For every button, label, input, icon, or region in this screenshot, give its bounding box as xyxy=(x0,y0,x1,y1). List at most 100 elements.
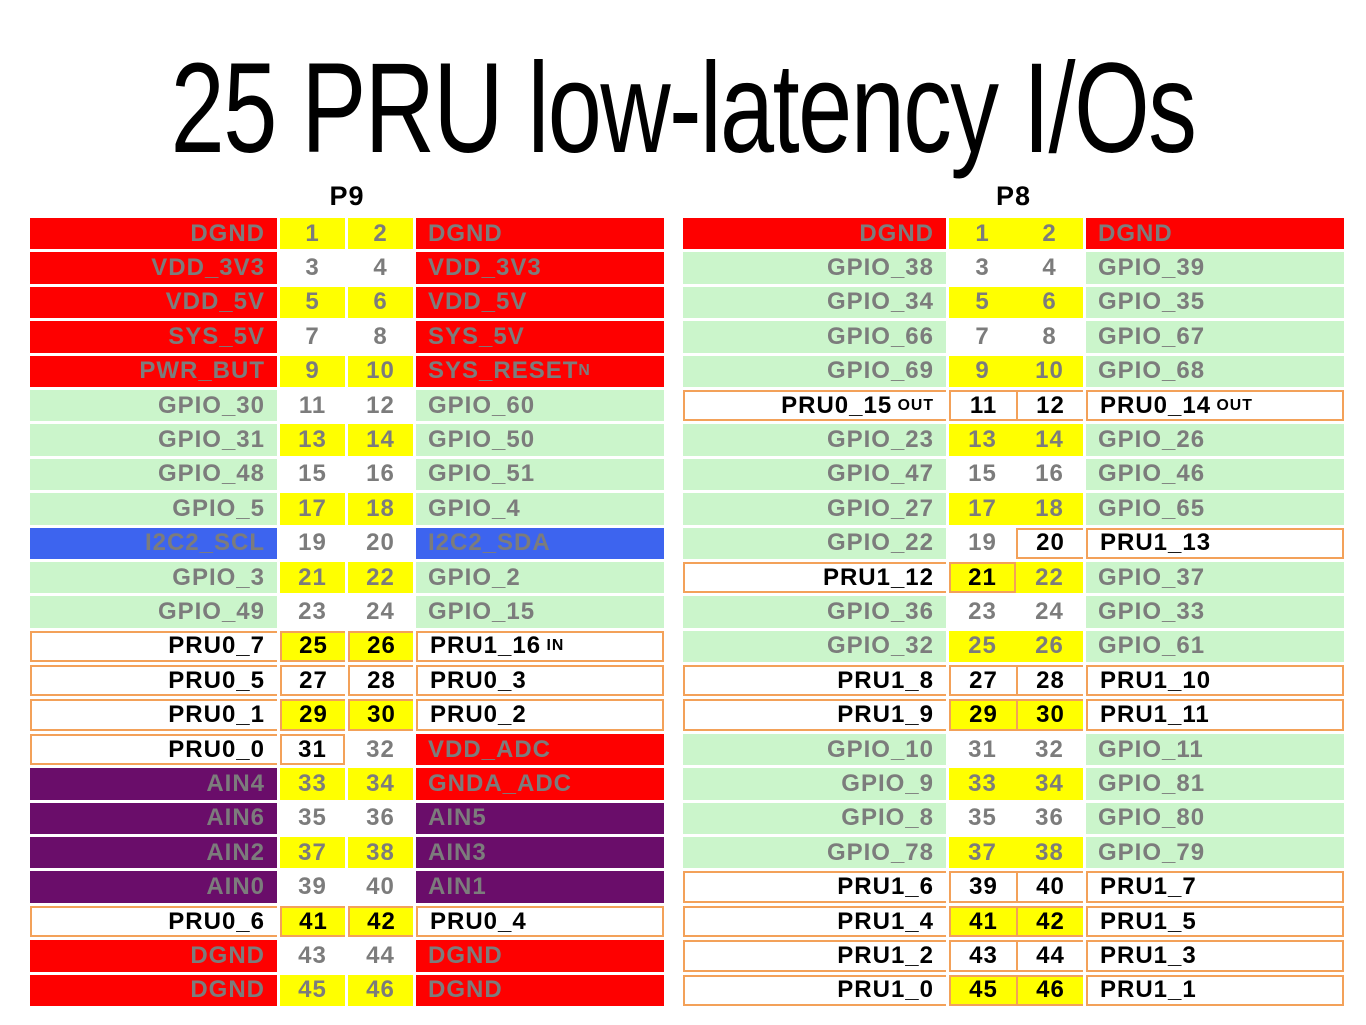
signal-label: PRU0_15 OUT xyxy=(683,389,946,422)
signal-label: PRU0_5 xyxy=(30,665,277,697)
signal-label: PRU1_5 xyxy=(1086,905,1344,938)
signal-label: GPIO_23 xyxy=(683,424,946,456)
signal-label: GPIO_51 xyxy=(416,458,664,491)
signal-label: PRU1_12 xyxy=(683,561,946,594)
pin-number: 26 xyxy=(1016,630,1083,663)
signal-label: I2C2_SCL xyxy=(30,527,277,559)
signal-label: SYS_5V xyxy=(416,321,664,353)
signal-label: AIN0 xyxy=(30,871,277,903)
signal-label: AIN6 xyxy=(30,802,277,835)
pin-number: 31 xyxy=(949,733,1016,766)
pin-number: 21 xyxy=(280,561,345,594)
signal-label: GPIO_80 xyxy=(1086,802,1344,835)
pin-number: 11 xyxy=(949,389,1016,422)
signal-label: GPIO_39 xyxy=(1086,252,1344,284)
signal-label: GPIO_32 xyxy=(683,630,946,663)
pin-number: 43 xyxy=(280,940,345,972)
signal-label: PRU1_10 xyxy=(1086,665,1344,697)
pin-number: 23 xyxy=(949,596,1016,628)
pin-number: 25 xyxy=(280,630,345,663)
signal-label: DGND xyxy=(30,974,277,1006)
signal-label: GPIO_11 xyxy=(1086,733,1344,766)
pin-number: 43 xyxy=(949,940,1016,972)
signal-label: PRU0_0 xyxy=(30,733,277,766)
signal-label: PRU0_6 xyxy=(30,905,277,938)
signal-label: GPIO_48 xyxy=(30,458,277,491)
signal-label: GPIO_49 xyxy=(30,596,277,628)
signal-label: PRU1_13 xyxy=(1086,527,1344,559)
pin-number: 19 xyxy=(280,527,345,559)
signal-label: GPIO_79 xyxy=(1086,837,1344,869)
signal-label: SYS_5V xyxy=(30,321,277,353)
pin-number: 13 xyxy=(949,424,1016,456)
pin-number: 7 xyxy=(949,321,1016,353)
pin-number: 37 xyxy=(280,837,345,869)
pin-number: 15 xyxy=(280,458,345,491)
signal-label: PWR_BUT xyxy=(30,355,277,387)
p8-header-label: P8 xyxy=(995,181,1032,211)
pin-number: 34 xyxy=(1016,768,1083,800)
pin-number: 29 xyxy=(949,699,1016,731)
signal-label: GPIO_10 xyxy=(683,733,946,766)
signal-label: GPIO_22 xyxy=(683,527,946,559)
pin-number: 25 xyxy=(949,630,1016,663)
signal-label: DGND xyxy=(416,940,664,972)
pin-number: 12 xyxy=(1016,389,1083,422)
pin-number: 36 xyxy=(1016,802,1083,835)
signal-label: PRU1_2 xyxy=(683,940,946,972)
signal-label: GPIO_68 xyxy=(1086,355,1344,387)
pin-number: 46 xyxy=(348,974,413,1006)
signal-label: GPIO_26 xyxy=(1086,424,1344,456)
pin-number: 7 xyxy=(280,321,345,353)
signal-label: GPIO_8 xyxy=(683,802,946,835)
signal-label: PRU0_3 xyxy=(416,665,664,697)
pin-number: 24 xyxy=(348,596,413,628)
pin-number: 14 xyxy=(348,424,413,456)
signal-label: PRU0_2 xyxy=(416,699,664,731)
signal-label: GPIO_65 xyxy=(1086,493,1344,525)
signal-label: GPIO_67 xyxy=(1086,321,1344,353)
pin-number: 23 xyxy=(280,596,345,628)
signal-label: PRU1_7 xyxy=(1086,871,1344,903)
pin-number: 18 xyxy=(1016,493,1083,525)
pin-number: 44 xyxy=(348,940,413,972)
pin-number: 34 xyxy=(348,768,413,800)
signal-label: PRU0_7 xyxy=(30,630,277,663)
pin-number: 9 xyxy=(280,355,345,387)
pin-number: 27 xyxy=(949,665,1016,697)
signal-label: DGND xyxy=(30,940,277,972)
signal-label: PRU1_4 xyxy=(683,905,946,938)
pin-number: 45 xyxy=(280,974,345,1006)
signal-label: PRU0_1 xyxy=(30,699,277,731)
pin-number: 36 xyxy=(348,802,413,835)
pin-number: 38 xyxy=(348,837,413,869)
pin-number: 24 xyxy=(1016,596,1083,628)
pin-number: 8 xyxy=(348,321,413,353)
signal-label: DGND xyxy=(1086,218,1344,250)
pin-number: 28 xyxy=(348,665,413,697)
pin-number: 5 xyxy=(949,286,1016,319)
signal-label: GPIO_31 xyxy=(30,424,277,456)
signal-label: GPIO_60 xyxy=(416,389,664,422)
pin-number: 22 xyxy=(348,561,413,594)
pin-number: 32 xyxy=(1016,733,1083,766)
signal-label: AIN1 xyxy=(416,871,664,903)
p8-pinout-table: DGND 1 2 DGND GPIO_38 3 4 GPIO_39 GPIO_34 5 6 GPIO_… xyxy=(683,218,1344,1006)
pin-number: 14 xyxy=(1016,424,1083,456)
p9-pinout-table: DGND 1 2 DGND VDD_3V3 3 4 VDD_3V3 VDD_5V 5 6 VDD_5V… xyxy=(30,218,664,1006)
pin-number: 4 xyxy=(1016,252,1083,284)
signal-label: GPIO_15 xyxy=(416,596,664,628)
signal-label: DGND xyxy=(683,218,946,250)
pin-number: 18 xyxy=(348,493,413,525)
pin-number: 10 xyxy=(1016,355,1083,387)
signal-label: I2C2_SDA xyxy=(416,527,664,559)
pin-number: 16 xyxy=(348,458,413,491)
signal-label: AIN3 xyxy=(416,837,664,869)
pin-number: 9 xyxy=(949,355,1016,387)
signal-label: DGND xyxy=(416,974,664,1006)
signal-label: GPIO_2 xyxy=(416,561,664,594)
signal-label: GPIO_34 xyxy=(683,286,946,319)
signal-label: GPIO_81 xyxy=(1086,768,1344,800)
signal-label: GPIO_9 xyxy=(683,768,946,800)
